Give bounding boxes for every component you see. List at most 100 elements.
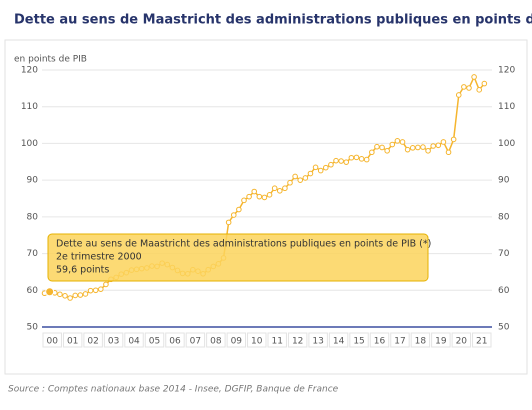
x-tick-box bbox=[451, 332, 472, 348]
x-tick-label: 14 bbox=[333, 337, 345, 347]
point bbox=[230, 212, 237, 218]
y-tick-label: 60 bbox=[27, 286, 39, 296]
y-tick-label: 110 bbox=[21, 102, 38, 112]
point bbox=[72, 292, 79, 299]
x-tick-box bbox=[124, 332, 144, 348]
card bbox=[4, 39, 528, 375]
point bbox=[471, 74, 477, 80]
point bbox=[409, 145, 416, 151]
x-tick-label: 13 bbox=[312, 337, 323, 347]
y2-tick-label: 60 bbox=[498, 286, 510, 296]
x-tick-label: 20 bbox=[456, 337, 468, 347]
point bbox=[379, 144, 385, 151]
tooltip-period: 2e trimestre 2000 bbox=[56, 252, 142, 263]
point bbox=[241, 197, 247, 204]
point bbox=[476, 87, 483, 93]
x-tick-box bbox=[431, 332, 451, 348]
x-tick-box bbox=[308, 332, 328, 348]
y2-tick-label: 80 bbox=[498, 212, 510, 222]
y-tick-label: 100 bbox=[21, 139, 38, 149]
x-tick-label: 09 bbox=[231, 337, 243, 347]
y2-tick-label: 120 bbox=[498, 66, 515, 76]
point bbox=[374, 143, 380, 150]
point bbox=[333, 157, 339, 164]
point bbox=[343, 159, 350, 165]
point bbox=[404, 146, 411, 153]
x-tick-label: 02 bbox=[87, 337, 98, 347]
x-tick-label: 21 bbox=[476, 337, 487, 347]
x-tick-box bbox=[83, 332, 103, 348]
y2-tick-label: 70 bbox=[498, 249, 510, 259]
x-tick-label: 15 bbox=[353, 337, 364, 347]
x-tick-label: 12 bbox=[292, 337, 303, 347]
x-tick-label: 16 bbox=[374, 337, 386, 347]
y-tick-label: 80 bbox=[27, 212, 39, 222]
point bbox=[323, 164, 329, 171]
y2-tick-label: 100 bbox=[498, 139, 515, 149]
point bbox=[251, 188, 258, 195]
point bbox=[389, 141, 396, 148]
x-tick-box bbox=[206, 332, 226, 348]
point bbox=[287, 179, 293, 186]
point bbox=[261, 194, 268, 201]
y-tick-label: 90 bbox=[27, 176, 39, 186]
point bbox=[353, 154, 360, 161]
point bbox=[297, 177, 304, 183]
point bbox=[338, 158, 344, 164]
x-tick-box bbox=[103, 332, 124, 348]
point bbox=[292, 173, 298, 180]
x-tick-label: 07 bbox=[190, 337, 201, 347]
point bbox=[358, 156, 365, 162]
x-tick-box bbox=[287, 332, 308, 348]
tooltip-box bbox=[47, 233, 429, 282]
x-tick-label: 03 bbox=[108, 337, 119, 347]
x-tick-label: 05 bbox=[149, 337, 160, 347]
x-tick-label: 18 bbox=[415, 337, 427, 347]
x-tick-label: 08 bbox=[210, 337, 222, 347]
point bbox=[98, 286, 104, 292]
y-tick-label: 70 bbox=[27, 249, 39, 259]
point bbox=[87, 287, 94, 294]
point bbox=[415, 144, 421, 151]
point bbox=[307, 170, 314, 177]
y-axis-label: en points de PIB bbox=[14, 55, 87, 65]
y2-tick-label: 90 bbox=[498, 176, 510, 186]
point bbox=[440, 139, 447, 145]
x-tick-box bbox=[410, 332, 431, 348]
x-tick-label: 19 bbox=[435, 337, 447, 347]
point bbox=[271, 185, 278, 192]
point bbox=[77, 292, 84, 298]
x-tick-box bbox=[185, 332, 206, 348]
point bbox=[103, 281, 109, 288]
point bbox=[430, 143, 436, 149]
source: Source : Comptes nationaux base 2014 - I… bbox=[8, 385, 339, 395]
y-tick-label: 50 bbox=[27, 323, 39, 333]
point bbox=[312, 164, 319, 171]
x-tick-label: 17 bbox=[394, 337, 405, 347]
point bbox=[67, 295, 73, 301]
point bbox=[445, 149, 452, 156]
point bbox=[348, 154, 355, 161]
x-tick-box bbox=[165, 332, 185, 348]
point bbox=[225, 219, 232, 226]
point bbox=[328, 161, 334, 168]
point bbox=[62, 292, 68, 299]
point bbox=[57, 291, 63, 298]
x-tick-box bbox=[42, 332, 62, 348]
y2-tick-label: 50 bbox=[498, 323, 510, 333]
point bbox=[236, 206, 242, 213]
x-tick-box bbox=[62, 332, 83, 348]
point bbox=[461, 84, 467, 90]
tooltip-series: Dette au sens de Maastricht des administ… bbox=[56, 239, 431, 250]
y-tick-label: 120 bbox=[21, 66, 38, 76]
x-tick-label: 11 bbox=[272, 337, 283, 347]
point bbox=[399, 139, 406, 145]
point bbox=[276, 187, 283, 194]
x-tick-box bbox=[349, 332, 369, 348]
point bbox=[466, 85, 472, 91]
chart-title: Dette au sens de Maastricht des administ… bbox=[14, 13, 532, 28]
point bbox=[425, 147, 431, 154]
y2-tick-label: 110 bbox=[498, 102, 515, 112]
